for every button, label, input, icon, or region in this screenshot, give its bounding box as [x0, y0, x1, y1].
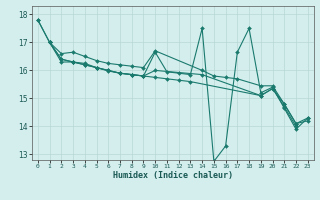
- X-axis label: Humidex (Indice chaleur): Humidex (Indice chaleur): [113, 171, 233, 180]
